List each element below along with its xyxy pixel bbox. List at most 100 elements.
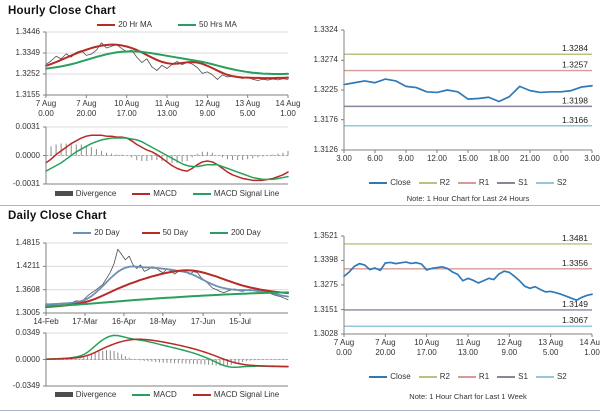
line-swatch-icon [369,375,388,378]
line-swatch-icon [535,181,554,184]
legend-label: Close [390,178,411,187]
legend-label: 50 Hrs MA [199,20,237,29]
legend-item-20-day: 20 Day [73,228,120,237]
x-tick-label: 11 Aug 13.00 [154,99,180,119]
line-swatch-icon [418,181,437,184]
legend-label: 20 Day [94,228,120,237]
hourly-macd-chart: 0.0031 0.0000 -0.0031 Divergence MACD MACD Si… [0,122,298,205]
line-swatch-icon [192,393,211,396]
chart-legend: 20 Day 50 Day 200 Day [46,228,288,237]
daily-close-chart: 1.4815 1.4211 1.3608 1.3005 14-Feb 17-Mar 16-A… [0,226,298,326]
x-tick-label: 15-Jul [229,317,251,326]
legend-item-s1: S1 [497,372,528,381]
x-tick-label: 10 Aug 17.00 [114,99,140,119]
legend-item-divergence: Divergence [54,390,116,399]
y-tick-label: 1.3155 [15,90,40,99]
series-macd [45,334,289,368]
line-swatch-icon [73,231,92,234]
x-tick-label: 18.00 [488,154,510,163]
y-tick-label: 0.0000 [15,150,40,160]
hourly-close-chart: 1.3446 1.3349 1.3252 1.3155 7 Aug 0.00 7 Aug … [0,20,301,122]
legend-item-r2: R2 [418,372,450,381]
y-tick-label: -0.0031 [12,179,40,188]
legend-item-macd-signal-line: MACD Signal Line [192,390,279,399]
legend-item-r2: R2 [418,178,450,187]
daily_close-plot-area [43,242,289,316]
y-tick-label: 1.3349 [15,48,40,57]
x-tick-label: 17-Jun [190,317,216,326]
y-tick-label: 1.3126 [313,145,338,154]
legend-item-close: Close [369,372,411,381]
hourly-section-title: Hourly Close Chart [8,5,116,17]
x-tick-label: 12.00 [426,154,448,163]
x-tick-label: 14-Feb [33,317,59,326]
legend-label: R2 [439,178,450,187]
hourly_close-plot-area [43,31,289,98]
y-tick-label: 1.3324 [313,25,338,34]
chart-legend: Close R2 R1 S1 S2 [344,372,592,381]
chart-legend: Divergence MACD MACD Signal Line [46,390,288,399]
legend-label: 200 Day [230,228,261,237]
daily_macd-plot-area [43,332,289,387]
daily-macd-chart: 0.0349 0.0000 -0.0349 Divergence MACD MACD Si… [0,328,298,409]
legend-item-macd: MACD [132,189,177,198]
legend-item-divergence: Divergence [54,189,116,198]
x-tick-label: 10 Aug 17.00 [414,338,440,358]
pivot-level-label-S1: 1.3149 [562,299,588,309]
y-tick-label: 1.3275 [313,279,338,289]
x-tick-label: 11 Aug 13.00 [455,338,481,358]
legend-label: S1 [518,178,528,187]
series-20-hr-ma [45,43,289,80]
x-tick-label: 13 Aug 5.00 [235,99,261,119]
y-tick-label: 1.3176 [313,114,338,124]
legend-item-s2: S2 [535,372,567,381]
pivot-level-label-R2: 1.3284 [562,43,588,53]
x-tick-label: 3.00 [336,154,352,163]
x-tick-label: 14 Aug 1.00 [275,99,301,119]
x-tick-label: 9.00 [398,154,414,163]
x-tick-label: 13 Aug 5.00 [538,338,564,358]
y-tick-label: 1.3608 [15,284,40,294]
x-tick-label: 21.00 [519,154,541,163]
line-swatch-icon [97,23,116,26]
x-tick-label: 7 Aug 20.00 [76,99,97,119]
pivot-level-label-S2: 1.3067 [562,315,588,325]
x-tick-label: 0.00 [553,154,569,163]
pivot-level-label-R2: 1.3481 [562,233,588,243]
x-tick-label: 7 Aug 0.00 [333,338,355,358]
chart-legend: Close R2 R1 S1 S2 [344,178,592,187]
y-tick-label: 1.3028 [313,329,338,338]
pivot-1week-chart: 1.3481 1.3356 1.3149 1.3067 1.3521 1.3398 1.32… [300,224,600,413]
line-swatch-icon [457,181,476,184]
legend-item-close: Close [369,178,411,187]
pivot-level-label-R1: 1.3257 [562,60,588,70]
line-swatch-icon [457,375,476,378]
y-tick-label: 1.4211 [16,261,40,271]
line-swatch-icon [497,181,516,184]
chart-legend: Divergence MACD MACD Signal Line [46,189,288,198]
x-tick-label: 17-Mar [72,317,98,326]
series-close [343,261,593,302]
y-tick-label: 1.3225 [313,85,338,94]
line-swatch-icon [209,231,228,234]
x-tick-label: 15.00 [457,154,479,163]
legend-label: S1 [518,372,528,381]
series-close [45,248,289,306]
line-swatch-icon [192,192,211,195]
legend-label: R1 [478,372,490,381]
y-tick-label: 0.0349 [15,328,40,337]
daily-section-title: Daily Close Chart [8,210,107,222]
series-200-day [45,291,289,308]
line-swatch-icon [418,375,437,378]
y-tick-label: 1.3252 [15,69,40,78]
legend-item-20-hr-ma: 20 Hr MA [97,20,152,29]
legend-label: R1 [478,178,490,187]
y-tick-label: 1.3446 [15,27,40,36]
legend-item-50-hrs-ma: 50 Hrs MA [178,20,237,29]
pivot-24h-chart: 1.3284 1.3257 1.3198 1.3166 1.3324 1.3274 1.32… [300,16,600,206]
line-swatch-icon [535,375,554,378]
series-close [343,78,593,103]
legend-item-50-day: 50 Day [141,228,188,237]
pivot-level-label-S2: 1.3166 [562,115,588,125]
line-swatch-icon [369,181,388,184]
